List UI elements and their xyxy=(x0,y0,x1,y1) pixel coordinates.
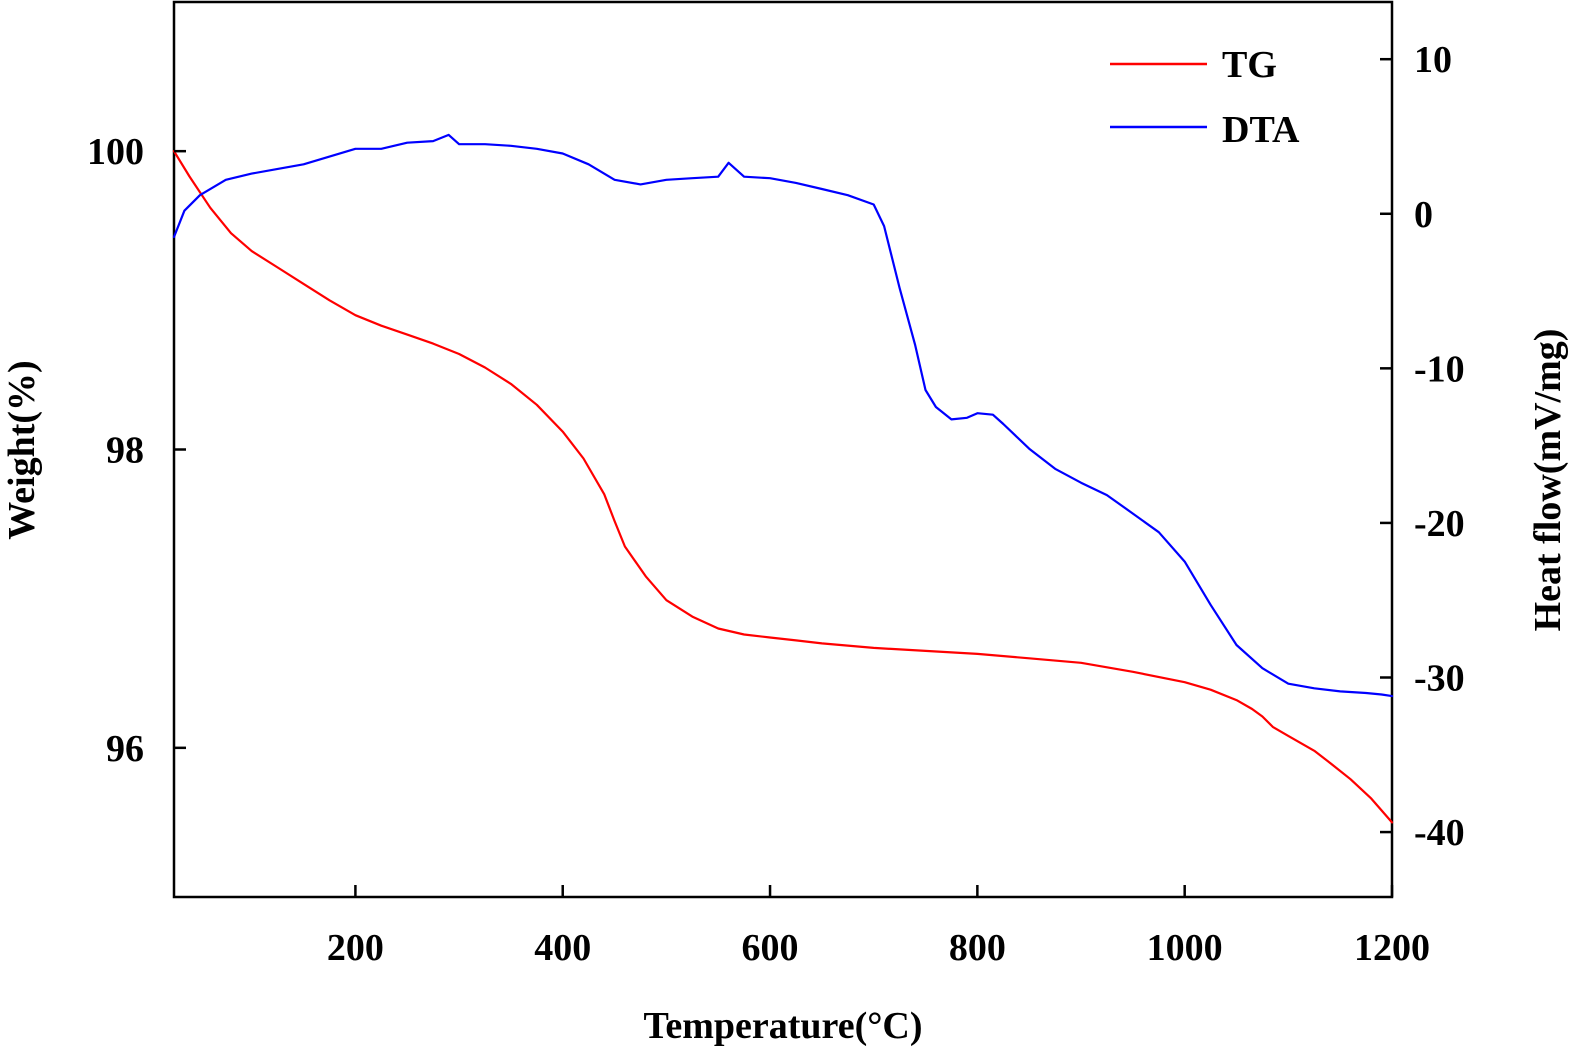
x-tick-label: 400 xyxy=(534,927,591,969)
legend-label-tg: TG xyxy=(1222,44,1277,86)
y-right-tick-label: -20 xyxy=(1414,503,1465,545)
legend: TG DTA xyxy=(1110,44,1300,151)
y-right-tick-label: -10 xyxy=(1414,348,1465,390)
y-left-tick-label: 98 xyxy=(106,430,144,472)
series-layer xyxy=(172,133,1394,824)
x-tick-label: 200 xyxy=(327,927,384,969)
x-axis-title: Temperature(°C) xyxy=(643,1005,922,1047)
y-left-tick-label: 96 xyxy=(106,728,144,770)
y-axis-left-title: Weight(%) xyxy=(1,360,43,539)
x-tick-label: 800 xyxy=(949,927,1006,969)
y-right-tick-label: -30 xyxy=(1414,658,1465,700)
x-tick-label: 1200 xyxy=(1354,927,1430,969)
x-tick-label: 600 xyxy=(742,927,799,969)
x-tick-label: 1000 xyxy=(1147,927,1223,969)
series-line-tg xyxy=(172,150,1394,824)
ticks-layer: 200 400 600 800 1000 12009698100100-10-20-30-… xyxy=(87,39,1465,969)
legend-label-dta: DTA xyxy=(1222,109,1300,151)
y-right-tick-label: -40 xyxy=(1414,812,1465,854)
y-axis-right-title: Heat flow(mV/mg) xyxy=(1527,329,1569,632)
y-left-tick-label: 100 xyxy=(87,131,144,173)
y-right-tick-label: 10 xyxy=(1414,39,1452,81)
y-right-tick-label: 0 xyxy=(1414,194,1433,236)
series-line-dta xyxy=(172,133,1394,698)
plot-frame xyxy=(172,0,1394,899)
